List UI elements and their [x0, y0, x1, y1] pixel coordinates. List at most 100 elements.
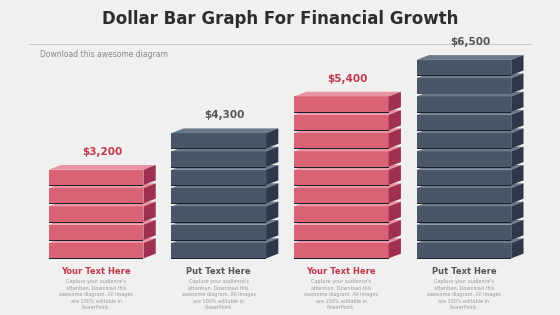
Polygon shape: [417, 110, 524, 115]
Polygon shape: [417, 165, 524, 170]
Text: Dollar Bar Graph For Financial Growth: Dollar Bar Graph For Financial Growth: [102, 10, 458, 28]
Polygon shape: [171, 202, 278, 206]
Text: $6,500: $6,500: [450, 37, 490, 47]
Polygon shape: [294, 206, 389, 222]
Polygon shape: [49, 225, 143, 240]
Polygon shape: [511, 92, 524, 112]
Polygon shape: [266, 165, 278, 185]
Text: Capture your audience's
attention. Download this
awesome diagram. All images
are: Capture your audience's attention. Downl…: [59, 279, 133, 311]
Polygon shape: [49, 258, 143, 259]
Polygon shape: [49, 165, 156, 170]
Polygon shape: [294, 185, 389, 186]
Polygon shape: [294, 238, 401, 243]
Polygon shape: [417, 202, 524, 206]
Polygon shape: [417, 133, 511, 148]
Polygon shape: [171, 167, 266, 168]
Polygon shape: [417, 75, 511, 76]
Polygon shape: [171, 183, 278, 188]
Polygon shape: [171, 133, 266, 148]
Polygon shape: [389, 129, 401, 148]
Polygon shape: [49, 202, 156, 206]
Polygon shape: [417, 147, 524, 152]
Polygon shape: [266, 238, 278, 258]
Polygon shape: [171, 148, 266, 149]
Text: Put Text Here: Put Text Here: [186, 267, 251, 276]
Text: Capture your audience's
attention. Download this
awesome diagram. All images
are: Capture your audience's attention. Downl…: [304, 279, 379, 311]
Polygon shape: [143, 202, 156, 222]
Polygon shape: [417, 55, 524, 60]
Polygon shape: [417, 92, 524, 96]
Polygon shape: [171, 206, 266, 222]
Polygon shape: [417, 129, 524, 133]
Text: Your Text Here: Your Text Here: [61, 267, 131, 276]
Polygon shape: [417, 167, 511, 168]
Text: Capture your audience's
attention. Download this
awesome diagram. All images
are: Capture your audience's attention. Downl…: [427, 279, 501, 311]
Polygon shape: [389, 238, 401, 258]
Text: $5,400: $5,400: [327, 73, 367, 83]
Text: Download this awesome diagram: Download this awesome diagram: [40, 50, 168, 59]
Polygon shape: [417, 96, 511, 112]
Polygon shape: [49, 183, 156, 188]
Polygon shape: [389, 183, 401, 203]
Polygon shape: [389, 147, 401, 167]
Polygon shape: [294, 148, 389, 149]
Polygon shape: [417, 188, 511, 203]
Polygon shape: [266, 202, 278, 222]
Polygon shape: [417, 220, 524, 225]
Polygon shape: [49, 243, 143, 258]
Polygon shape: [143, 238, 156, 258]
Polygon shape: [294, 165, 401, 170]
Polygon shape: [417, 258, 511, 259]
Polygon shape: [294, 203, 389, 204]
Polygon shape: [266, 220, 278, 240]
Polygon shape: [294, 129, 401, 133]
Polygon shape: [417, 170, 511, 185]
Polygon shape: [171, 243, 266, 258]
Polygon shape: [511, 202, 524, 222]
Polygon shape: [389, 165, 401, 185]
Polygon shape: [171, 165, 278, 170]
Polygon shape: [294, 115, 389, 130]
Polygon shape: [171, 188, 266, 203]
Polygon shape: [294, 225, 389, 240]
Polygon shape: [143, 183, 156, 203]
Polygon shape: [417, 243, 511, 258]
Polygon shape: [171, 152, 266, 167]
Polygon shape: [171, 185, 266, 186]
Polygon shape: [49, 185, 143, 186]
Polygon shape: [417, 222, 511, 223]
Polygon shape: [171, 225, 266, 240]
Polygon shape: [49, 203, 143, 204]
Polygon shape: [417, 112, 511, 113]
Polygon shape: [417, 152, 511, 167]
Polygon shape: [49, 222, 143, 223]
Polygon shape: [294, 222, 389, 223]
Polygon shape: [294, 243, 389, 258]
Polygon shape: [389, 92, 401, 112]
Polygon shape: [49, 170, 143, 185]
Polygon shape: [511, 110, 524, 130]
Polygon shape: [143, 220, 156, 240]
Polygon shape: [294, 112, 389, 113]
Polygon shape: [171, 258, 266, 259]
Polygon shape: [417, 148, 511, 149]
Polygon shape: [511, 238, 524, 258]
Polygon shape: [171, 203, 266, 204]
Polygon shape: [294, 152, 389, 167]
Polygon shape: [49, 220, 156, 225]
Polygon shape: [511, 165, 524, 185]
Polygon shape: [49, 206, 143, 222]
Polygon shape: [417, 206, 511, 222]
Polygon shape: [389, 202, 401, 222]
Polygon shape: [511, 147, 524, 167]
Polygon shape: [171, 147, 278, 152]
Polygon shape: [49, 188, 143, 203]
Polygon shape: [417, 238, 524, 243]
Polygon shape: [171, 222, 266, 223]
Polygon shape: [294, 188, 389, 203]
Polygon shape: [294, 92, 401, 96]
Polygon shape: [294, 167, 389, 168]
Polygon shape: [294, 130, 389, 131]
Polygon shape: [511, 55, 524, 75]
Polygon shape: [294, 220, 401, 225]
